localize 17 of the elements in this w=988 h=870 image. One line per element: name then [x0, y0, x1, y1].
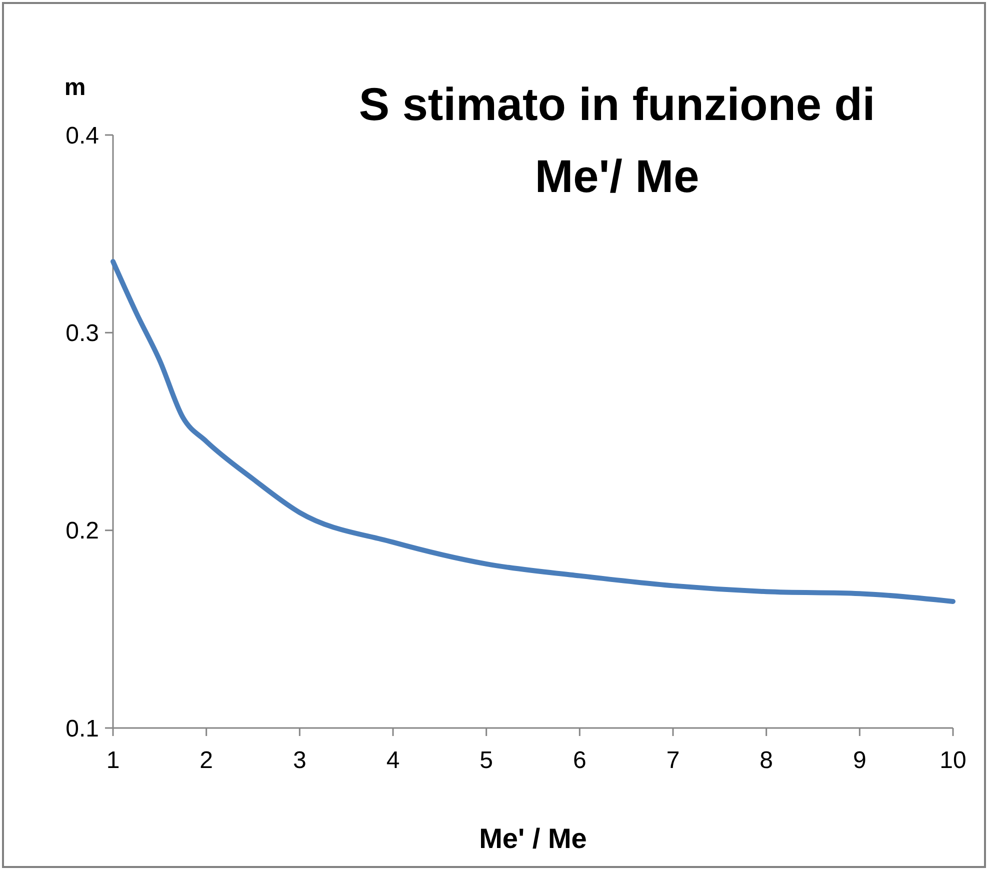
x-tick-label: 2 — [200, 747, 214, 774]
x-tick-label: 4 — [386, 747, 400, 774]
y-axis-title: m — [64, 74, 86, 101]
y-tick-label: 0.1 — [66, 715, 99, 742]
x-tick-label: 1 — [106, 747, 120, 774]
y-tick-label: 0.2 — [66, 518, 99, 545]
y-tick-label: 0.3 — [66, 320, 99, 348]
x-axis-title: Me' / Me — [479, 823, 587, 854]
x-tick-label: 5 — [480, 747, 494, 774]
x-tick-label: 10 — [940, 747, 966, 774]
x-tick-label: 7 — [666, 747, 680, 774]
x-tick-label: 8 — [760, 747, 774, 774]
chart-title: S stimato in funzione di Me'/ Me — [358, 78, 876, 202]
x-tick-label: 9 — [852, 747, 866, 774]
y-tick-label: 0.4 — [66, 122, 99, 150]
x-tick-label: 3 — [292, 747, 306, 774]
x-tick-label: 6 — [572, 747, 586, 774]
